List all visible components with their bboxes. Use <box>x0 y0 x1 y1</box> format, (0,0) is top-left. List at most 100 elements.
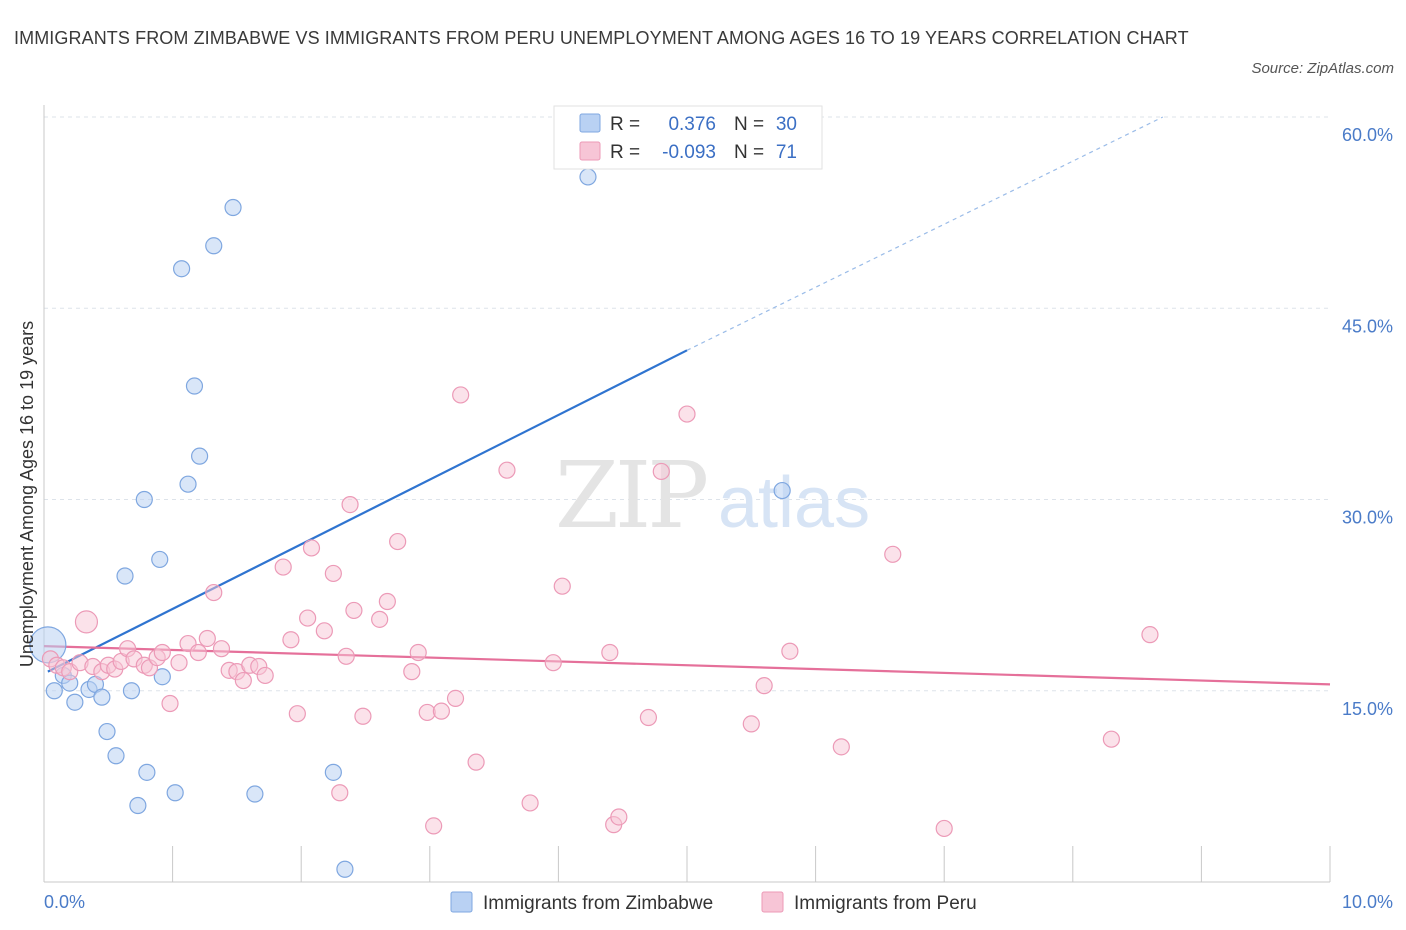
stats-legend: R = 0.376 N = 30 R = -0.093 N = 71 <box>553 105 823 170</box>
point-zimbabwe <box>224 198 242 217</box>
point-zimbabwe <box>66 693 84 711</box>
point-zimbabwe <box>45 682 63 700</box>
point-peru <box>498 461 516 479</box>
point-peru <box>755 677 773 695</box>
series-zimbabwe-points <box>29 168 791 878</box>
point-peru <box>378 592 396 611</box>
stats-r-value-zimbabwe: 0.376 <box>668 114 716 135</box>
point-peru <box>161 694 179 713</box>
chart-title: IMMIGRANTS FROM ZIMBABWE VS IMMIGRANTS F… <box>14 28 1189 48</box>
series-legend: Immigrants from Zimbabwe Immigrants from… <box>450 891 977 914</box>
point-peru <box>1141 626 1159 644</box>
point-peru <box>371 610 389 628</box>
point-peru <box>544 654 562 672</box>
y-tick-label: 60.0% <box>1342 125 1393 145</box>
point-peru <box>234 671 252 690</box>
point-zimbabwe <box>138 763 156 781</box>
point-zimbabwe <box>185 377 204 395</box>
legend-swatch-zimbabwe <box>450 891 473 913</box>
y-axis-title: Unemployment Among Ages 16 to 19 years <box>17 321 37 667</box>
x-tick-label: 0.0% <box>44 892 85 912</box>
point-peru <box>331 784 349 802</box>
point-peru <box>832 738 850 756</box>
stats-legend-swatch-zimbabwe <box>579 113 601 133</box>
point-peru <box>467 753 485 771</box>
point-peru <box>189 643 207 662</box>
watermark-atlas: atlas <box>718 463 870 543</box>
source-label: Source: ZipAtlas.com <box>1251 60 1394 77</box>
point-peru <box>678 405 696 423</box>
point-peru <box>212 640 231 658</box>
point-zimbabwe <box>98 722 116 741</box>
stats-n-label-zimbabwe: N = <box>734 114 764 135</box>
x-tick-label: 10.0% <box>1342 892 1393 912</box>
point-zimbabwe <box>129 796 147 815</box>
point-peru <box>1102 730 1120 748</box>
point-zimbabwe <box>93 688 111 706</box>
point-peru <box>337 647 355 665</box>
stats-n-label-peru: N = <box>734 142 764 163</box>
point-zimbabwe <box>773 481 791 500</box>
point-zimbabwe <box>122 682 141 700</box>
point-zimbabwe <box>151 550 169 569</box>
point-zimbabwe <box>166 784 184 802</box>
legend-label-zimbabwe: Immigrants from Zimbabwe <box>483 893 713 914</box>
stats-n-value-zimbabwe: 30 <box>776 114 797 135</box>
point-peru <box>884 545 902 563</box>
trend-line-zimbabwe <box>47 349 688 673</box>
axes <box>43 105 1331 883</box>
point-peru <box>315 622 333 640</box>
point-zimbabwe <box>116 567 134 585</box>
point-peru <box>288 705 306 723</box>
series-peru-points <box>41 386 1159 838</box>
point-peru <box>302 539 321 557</box>
point-peru <box>935 819 953 838</box>
legend-label-peru: Immigrants from Peru <box>794 893 977 914</box>
stats-n-value-peru: 71 <box>776 142 797 163</box>
y-tick-label: 45.0% <box>1342 316 1393 336</box>
point-zimbabwe <box>107 747 125 765</box>
point-peru <box>345 601 363 620</box>
trend-lines <box>43 116 1331 686</box>
point-peru <box>256 666 274 685</box>
point-zimbabwe <box>324 763 342 781</box>
point-zimbabwe <box>246 785 264 803</box>
point-peru <box>425 817 443 835</box>
point-zimbabwe <box>336 860 354 878</box>
point-peru <box>354 707 372 725</box>
point-peru <box>610 808 628 826</box>
watermark-zip: ZIP <box>555 442 706 549</box>
point-peru <box>282 631 300 649</box>
point-zimbabwe <box>579 168 597 186</box>
point-zimbabwe <box>179 475 197 493</box>
point-peru <box>742 715 760 733</box>
point-zimbabwe <box>135 490 153 509</box>
trend-line-zimbabwe-projection <box>686 116 1164 351</box>
point-peru <box>403 663 421 681</box>
point-zimbabwe <box>191 447 209 465</box>
point-peru <box>639 708 658 727</box>
point-zimbabwe <box>153 668 171 686</box>
legend-swatch-peru <box>761 891 784 913</box>
point-peru <box>452 386 470 404</box>
point-peru <box>299 609 317 627</box>
point-zimbabwe <box>205 237 223 255</box>
point-zimbabwe <box>173 260 191 278</box>
stats-r-label-zimbabwe: R = <box>610 114 640 135</box>
stats-r-label-peru: R = <box>610 142 640 163</box>
stats-legend-swatch-peru <box>579 141 601 161</box>
point-peru <box>324 564 342 583</box>
point-peru <box>74 610 99 634</box>
point-peru <box>409 643 427 662</box>
point-peru <box>781 642 799 660</box>
point-peru <box>418 703 436 722</box>
y-tick-label: 15.0% <box>1342 699 1393 719</box>
point-peru <box>205 583 223 602</box>
point-peru <box>198 629 216 648</box>
point-peru <box>521 794 539 812</box>
point-peru <box>446 689 465 708</box>
tick-labels: 15.0% 30.0% 45.0% 60.0% 0.0% 10.0% <box>44 125 1393 912</box>
point-peru <box>170 654 188 672</box>
point-peru <box>153 643 171 662</box>
